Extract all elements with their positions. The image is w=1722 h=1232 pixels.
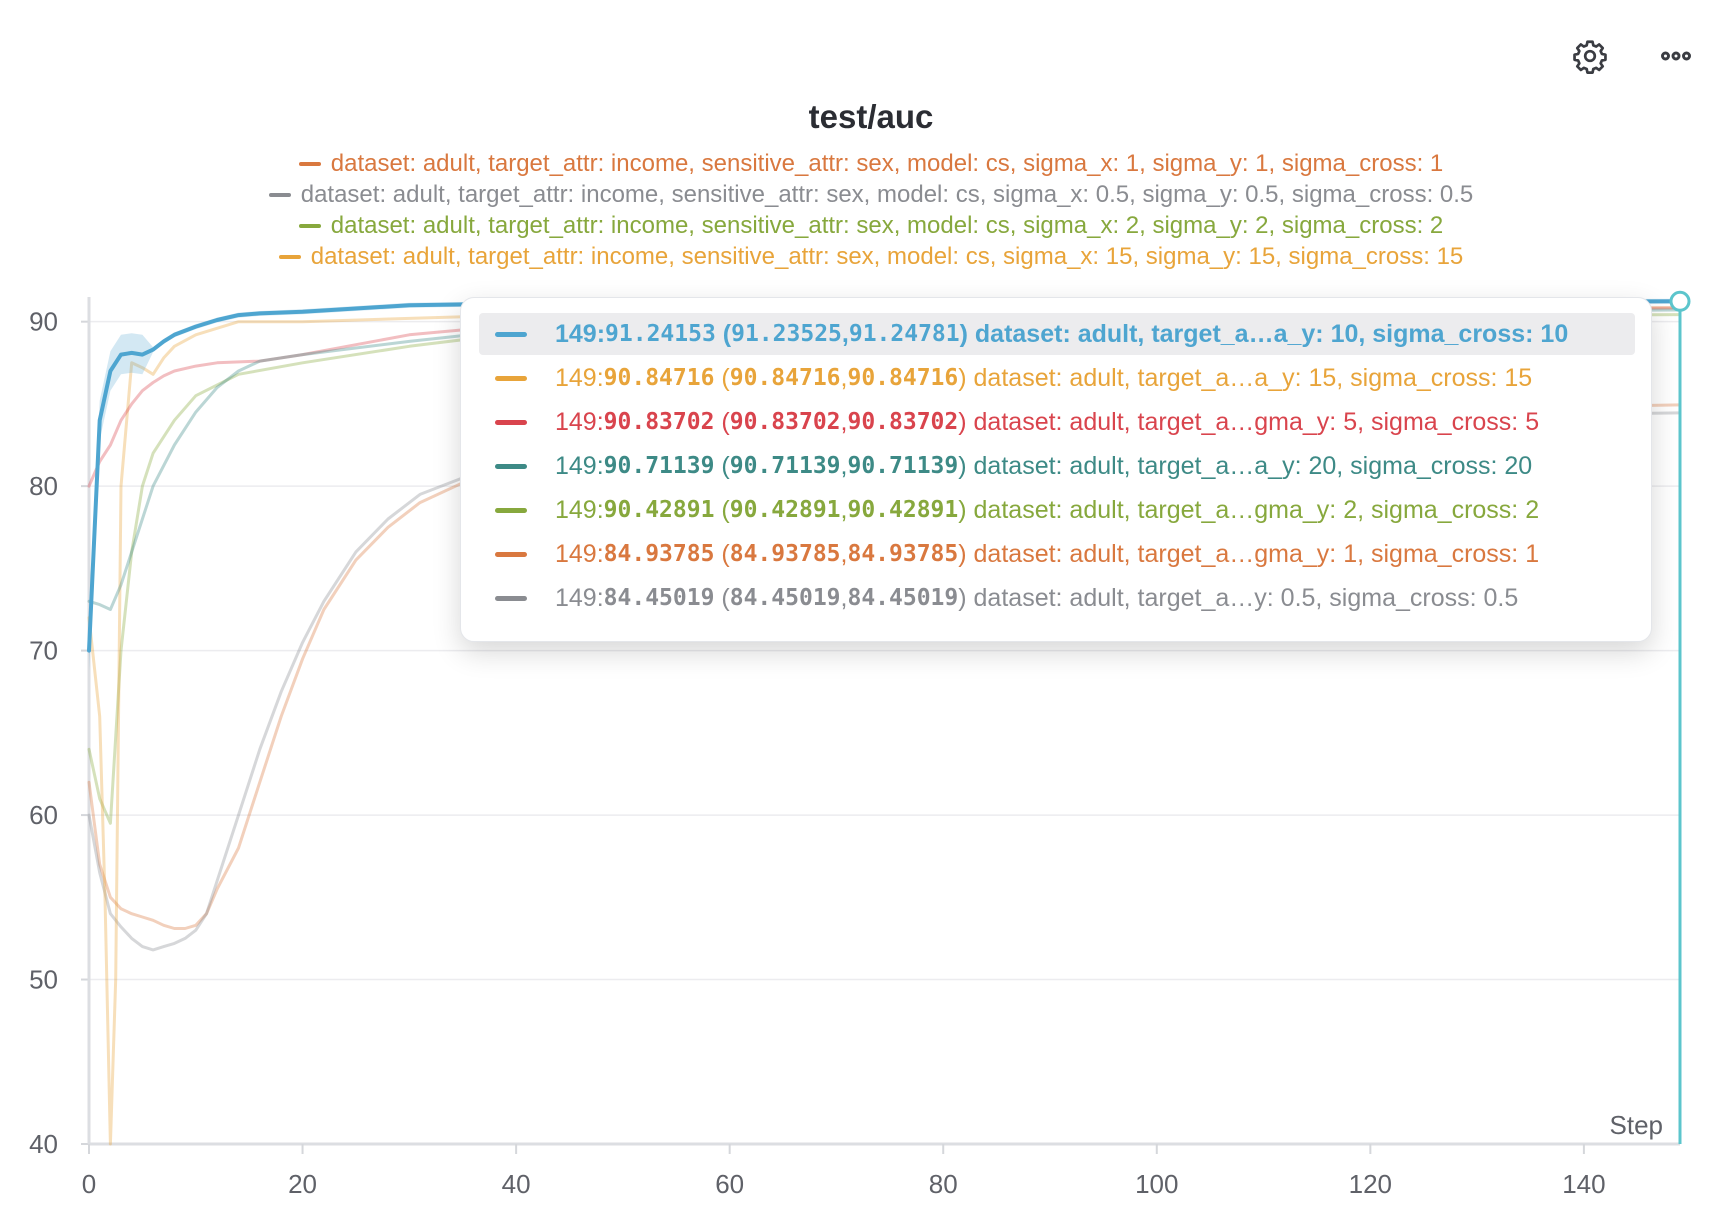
legend: dataset: adult, target_attr: income, sen… [0,148,1722,272]
legend-swatch [298,161,321,166]
tooltip-swatch [495,595,527,601]
legend-item[interactable]: dataset: adult, target_attr: income, sen… [0,241,1722,272]
tooltip-swatch [495,507,527,513]
tooltip-step: 149 [555,319,597,348]
y-tick-label: 50 [29,965,58,995]
hover-tooltip: 149: 91.24153 (91.23525, 91.24781) datas… [460,297,1652,642]
tooltip-swatch [495,419,527,425]
hover-indicator [1669,290,1691,1144]
tooltip-row: 149: 90.84716 (90.84716, 90.84716) datas… [479,357,1635,399]
tooltip-label: dataset: adult, target_a…gma_y: 1, sigma… [973,539,1540,568]
legend-swatch [278,254,301,259]
tooltip-row: 149: 84.45019 (84.45019, 84.45019) datas… [479,577,1635,619]
x-axis-label: Step [1610,1110,1664,1140]
tooltip-value: 90.42891 [603,497,715,523]
legend-item[interactable]: dataset: adult, target_attr: income, sen… [0,179,1722,210]
x-tick-label: 20 [288,1169,317,1199]
more-options-button[interactable] [1656,36,1696,76]
axes: 40 50 60 70 80 90 0 20 40 60 80 100 120 140 [29,297,1680,1199]
tooltip-row: 149: 90.71139 (90.71139, 90.71139) datas… [479,445,1635,487]
x-tick-label: 100 [1135,1169,1178,1199]
tooltip-row: 149: 84.93785 (84.93785, 84.93785) datas… [479,533,1635,575]
tooltip-swatch [495,375,527,381]
tooltip-step: 149 [555,451,597,480]
tooltip-value: 84.93785 [603,541,715,567]
tooltip-max: 84.93785 [847,541,959,567]
x-tick-label: 40 [502,1169,531,1199]
legend-label: dataset: adult, target_attr: income, sen… [300,180,1474,208]
legend-item[interactable]: dataset: adult, target_attr: income, sen… [0,148,1722,179]
tooltip-min: 84.93785 [729,541,841,567]
tooltip-max: 84.45019 [847,585,959,611]
tooltip-label: dataset: adult, target_a…gma_y: 5, sigma… [973,407,1540,436]
panel-actions [1570,36,1696,76]
tooltip-max: 91.24781 [848,321,960,347]
tooltip-step: 149 [555,583,597,612]
tooltip-swatch [495,331,527,337]
tooltip-row: 149: 90.42891 (90.42891, 90.42891) datas… [479,489,1635,531]
y-tick-label: 90 [29,307,58,337]
tooltip-label: dataset: adult, target_a…y: 0.5, sigma_c… [973,583,1519,612]
tooltip-value: 90.71139 [603,453,715,479]
y-tick-label: 70 [29,636,58,666]
legend-item[interactable]: dataset: adult, target_attr: income, sen… [0,210,1722,241]
legend-label: dataset: adult, target_attr: income, sen… [330,211,1444,239]
settings-button[interactable] [1570,36,1610,76]
legend-swatch [298,223,321,228]
tooltip-swatch [495,551,527,557]
tooltip-label: dataset: adult, target_a…a_y: 15, sigma_… [973,363,1533,392]
tooltip-value: 91.24153 [605,321,716,347]
legend-swatch [268,192,291,197]
x-tick-label: 80 [929,1169,958,1199]
tooltip-value: 84.45019 [603,585,715,611]
y-tick-label: 60 [29,800,58,830]
y-tick-label: 40 [29,1129,58,1159]
hover-point [1669,290,1691,312]
more-horizontal-icon [1661,51,1691,61]
tooltip-min: 91.23525 [731,321,842,347]
tooltip-step: 149 [555,495,597,524]
x-tick-label: 120 [1349,1169,1392,1199]
y-tick-label: 80 [29,471,58,501]
tooltip-min: 90.84716 [729,365,841,391]
tooltip-min: 90.71139 [729,453,841,479]
tooltip-row: 149: 91.24153 (91.23525, 91.24781) datas… [479,313,1635,355]
tooltip-max: 90.83702 [847,409,959,435]
tooltip-max: 90.84716 [847,365,959,391]
gear-icon [1573,40,1607,74]
tooltip-max: 90.42891 [847,497,959,523]
tooltip-step: 149 [555,539,597,568]
tooltip-row: 149: 90.83702 (90.83702, 90.83702) datas… [479,401,1635,443]
tooltip-swatch [495,463,527,469]
tooltip-value: 90.84716 [603,365,715,391]
x-tick-label: 60 [715,1169,744,1199]
x-tick-label: 0 [82,1169,96,1199]
tooltip-min: 90.83702 [729,409,841,435]
chart-title: test/auc [808,98,934,135]
legend-label: dataset: adult, target_attr: income, sen… [310,242,1464,270]
tooltip-max: 90.71139 [847,453,959,479]
tooltip-value: 90.83702 [603,409,715,435]
x-tick-label: 140 [1562,1169,1605,1199]
tooltip-label: dataset: adult, target_a…gma_y: 2, sigma… [973,495,1540,524]
tooltip-min: 84.45019 [729,585,841,611]
tooltip-step: 149 [555,407,597,436]
tooltip-label: dataset: adult, target_a…a_y: 10, sigma_… [974,319,1569,348]
legend-label: dataset: adult, target_attr: income, sen… [330,149,1444,177]
tooltip-step: 149 [555,363,597,392]
tooltip-min: 90.42891 [729,497,841,523]
tooltip-label: dataset: adult, target_a…a_y: 20, sigma_… [973,451,1533,480]
